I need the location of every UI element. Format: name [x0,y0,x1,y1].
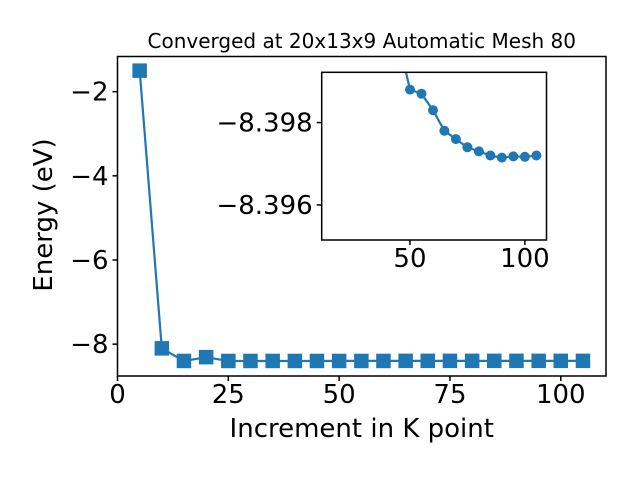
inset-axes: 50 100 −8.398 −8.396 [216,71,550,274]
main-data-marker [331,353,347,369]
main-data-marker [487,353,502,369]
inset-x-tick-label: 50 [393,244,426,274]
main-y-tick-label: −8 [70,330,108,360]
main-data-marker [132,63,147,78]
main-axes-spines [116,55,607,377]
inset-data-marker [519,151,530,162]
main-data-marker [198,349,214,365]
main-data-marker [154,341,170,356]
inset-data [404,72,542,163]
main-data-marker [398,353,413,369]
inset-x-tick-label: 100 [500,244,550,274]
main-y-tick-label: −6 [70,246,108,276]
y-axis-label: Energy (eV) [29,138,59,291]
main-data-marker [464,353,480,369]
main-data-marker [575,353,591,369]
inset-data-marker [473,146,484,157]
main-x-tick-label: 0 [109,380,126,410]
main-data-marker [420,353,435,369]
inset-data-marker [428,105,438,116]
inset-data-marker [485,150,496,161]
main-axes: 0 25 50 75 100 −2 −4 −6 −8 Converged at 20x13x9 A… [29,29,607,444]
main-data-marker [287,353,303,369]
main-data-marker [553,353,568,369]
main-data-marker [309,353,325,369]
main-data-marker [265,353,280,369]
main-data-marker [354,353,369,369]
main-y-tick-label: −2 [70,78,108,108]
inset-y-tick-label: −8.398 [216,109,312,139]
inset-data-marker [462,142,473,153]
main-x-tick-label: 50 [323,380,356,410]
inset-data-marker [439,125,450,136]
main-x-tick-label: 75 [433,380,466,410]
inset-data-marker [496,152,507,163]
inset-axes-spines [320,71,548,241]
x-axis-label: Increment in K point [230,414,494,444]
inset-data-marker [405,84,415,95]
main-data-marker [221,353,236,369]
main-data-marker [442,353,458,369]
main-data-marker [176,353,192,369]
inset-data-marker [531,150,542,161]
main-y-tick-label: −4 [70,162,108,192]
chart-title: Converged at 20x13x9 Automatic Mesh 80 [148,29,576,53]
main-data-marker [243,353,258,369]
inset-data-marker [416,88,427,99]
main-data-marker [376,353,391,369]
main-x-tick-label: 100 [536,380,586,410]
inset-data-marker [450,134,461,145]
main-data-marker [509,353,524,369]
main-data-marker [531,353,546,369]
main-x-tick-label: 25 [212,380,245,410]
inset-data-marker [508,151,519,162]
inset-y-tick-label: −8.396 [216,191,312,221]
